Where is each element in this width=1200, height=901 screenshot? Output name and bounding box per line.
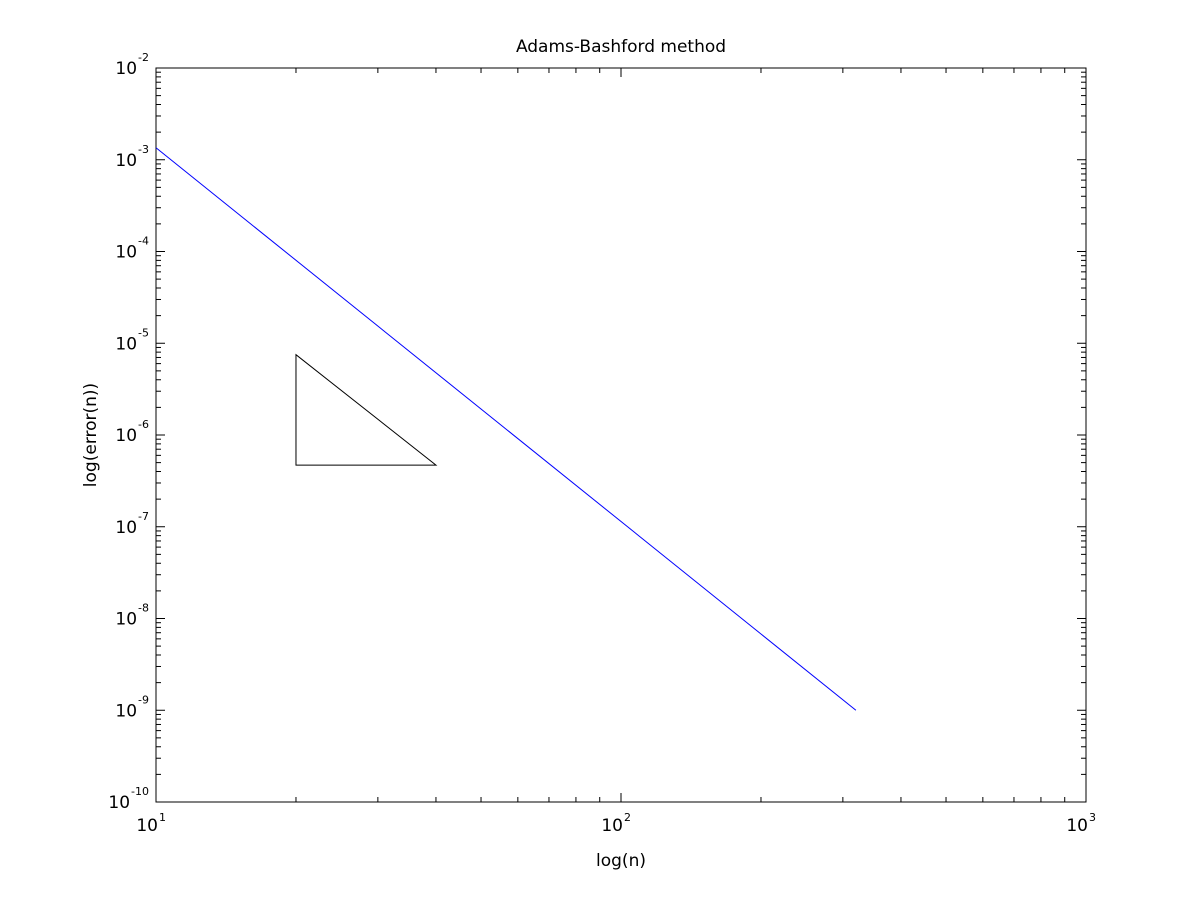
- x-tick-label-exponent: 2: [624, 811, 631, 824]
- annotations: [295, 353, 438, 466]
- axis-ticks: [155, 67, 1087, 803]
- y-tick-label-exponent: -4: [138, 235, 149, 248]
- series-line-1: [155, 147, 857, 711]
- x-tick-label-base: 10: [601, 816, 623, 836]
- y-tick-label-exponent: -7: [138, 510, 149, 523]
- x-tick-label-exponent: 1: [159, 811, 166, 824]
- y-tick-label: -910: [115, 693, 149, 721]
- y-tick-label-exponent: -10: [131, 785, 149, 798]
- y-tick-label-base: 10: [115, 151, 137, 171]
- x-tick-label: 10 1: [136, 811, 166, 836]
- y-tick-label-exponent: -2: [138, 51, 149, 64]
- y-tick-label-exponent: -3: [138, 143, 149, 156]
- y-tick-label-base: 10: [115, 243, 137, 263]
- y-tick-label-exponent: -8: [138, 602, 149, 615]
- y-tick-label-exponent: -6: [138, 418, 149, 431]
- x-tick-label: 10 2: [601, 811, 631, 836]
- y-tick-label: -310: [115, 143, 149, 171]
- y-tick-label: -610: [115, 418, 149, 446]
- series-group: [155, 147, 857, 711]
- y-tick-label: -210: [115, 51, 149, 79]
- y-tick-label-base: 10: [115, 518, 137, 538]
- y-tick-label: -710: [115, 510, 149, 538]
- y-tick-label-base: 10: [115, 701, 137, 721]
- x-tick-label-exponent: 3: [1089, 811, 1096, 824]
- x-axis-label: log(n): [596, 851, 646, 871]
- y-tick-label: -810: [115, 602, 149, 630]
- y-axis-label: log(error(n)): [81, 383, 101, 487]
- chart-title: Adams-Bashford method: [516, 37, 726, 57]
- x-tick-label: 10 3: [1066, 811, 1096, 836]
- y-tick-label-base: 10: [108, 793, 130, 813]
- y-tick-label-exponent: -9: [138, 693, 149, 706]
- x-tick-label-base: 10: [1066, 816, 1088, 836]
- slope-triangle: [295, 353, 438, 466]
- y-tick-label-base: 10: [115, 59, 137, 79]
- x-tick-label-base: 10: [136, 816, 158, 836]
- y-tick-label-base: 10: [115, 426, 137, 446]
- y-tick-label-base: 10: [115, 610, 137, 630]
- x-tick-labels: 10 1 10 2 10 3: [136, 811, 1096, 836]
- y-tick-label-base: 10: [115, 334, 137, 354]
- y-tick-label: -410: [115, 235, 149, 263]
- y-tick-label: -510: [115, 326, 149, 354]
- y-tick-label-exponent: -5: [138, 326, 149, 339]
